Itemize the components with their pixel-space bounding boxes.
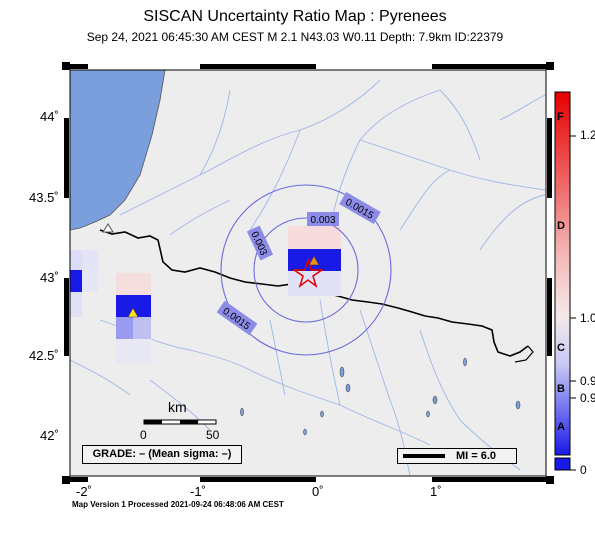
colorbar-grade-d: D: [557, 220, 565, 232]
mi-line-symbol: [403, 454, 445, 458]
rivers: [70, 79, 546, 476]
event-summary: Sep 24, 2021 06:45:30 AM CEST M 2.1 N43.…: [86, 30, 504, 44]
scale-end: 50: [206, 428, 220, 442]
colorbar-value-0-9a: 0.9: [580, 374, 595, 388]
colorbar-value-1-0: 1.0: [580, 311, 595, 325]
scale-bar: [143, 419, 217, 425]
mi-legend: MI = 6.0: [397, 448, 517, 464]
map-title: SISCAN Uncertainty Ratio Map : Pyrenees: [143, 8, 447, 25]
colorbar-grade-f: F: [557, 111, 564, 123]
lat-label-44: 44˚: [40, 109, 59, 124]
lat-label-43: 43˚: [40, 270, 59, 285]
station-triangle-orange: [308, 255, 320, 266]
scale-unit: km: [168, 399, 187, 415]
mi-legend-text: MI = 6.0: [456, 450, 497, 462]
lat-label-43-5: 43.5˚: [29, 190, 59, 205]
svg-text:0.003: 0.003: [310, 215, 335, 226]
lon-label-0: 0˚: [312, 484, 324, 499]
colorbar-value-0: 0: [580, 463, 587, 477]
map-frame: [62, 62, 554, 484]
colorbar-grade-a: A: [557, 421, 565, 433]
station-triangle-yellow: [127, 307, 139, 318]
lat-label-42: 42˚: [40, 428, 59, 443]
lakes: [240, 357, 521, 436]
lat-label-42-5: 42.5˚: [29, 348, 59, 363]
grade-text: GRADE: – (Mean sigma: –): [92, 448, 232, 460]
lon-label-1: 1˚: [430, 484, 442, 499]
epicenter-star-icon: [291, 257, 325, 288]
colorbar-grade-b: B: [557, 383, 565, 395]
grade-box: GRADE: – (Mean sigma: –): [82, 445, 242, 464]
colorbar-grade-c: C: [557, 342, 565, 354]
map-canvas: 0.0015 0.003 0.003 0.0015: [70, 70, 546, 476]
lon-label-minus-1: -1˚: [190, 484, 206, 499]
lon-label-minus-2: -2˚: [76, 484, 92, 499]
colorbar-value-0-9b: 0.9: [580, 391, 595, 405]
uncertainty-contours: [220, 184, 392, 356]
colorbar-value-1-2: 1.2: [580, 128, 595, 142]
colorbar: [554, 91, 576, 471]
scale-start: 0: [140, 428, 147, 442]
processing-footer: Map Version 1 Processed 2021-09-24 06:48…: [72, 500, 284, 509]
bay-of-biscay: [70, 70, 165, 230]
ratio-grid-cells: [70, 226, 341, 363]
station-triangle-gray: [102, 223, 114, 233]
